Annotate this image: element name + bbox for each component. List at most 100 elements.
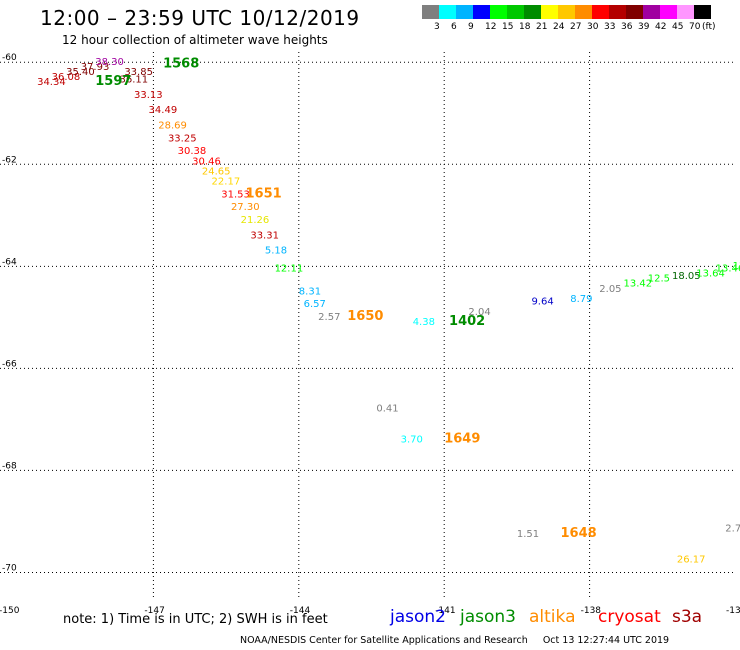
map-title: 12:00 – 23:59 UTC 10/12/2019 xyxy=(40,6,360,30)
color-scale-bar xyxy=(422,5,711,19)
wave-height-value: 30.46 xyxy=(192,156,221,167)
color-swatch xyxy=(609,5,626,19)
color-swatch xyxy=(439,5,456,19)
wave-height-value: 8.79 xyxy=(570,294,592,305)
wave-height-value: 35.40 xyxy=(66,67,95,78)
legend-item-s3a: s3a xyxy=(672,607,703,627)
color-scale-label: 70 xyxy=(689,22,701,32)
color-swatch xyxy=(541,5,558,19)
wave-height-value: 36.11 xyxy=(119,75,148,86)
color-swatch xyxy=(626,5,643,19)
color-scale-label: 45 xyxy=(672,22,684,32)
color-swatch xyxy=(575,5,592,19)
y-tick-label: -70 xyxy=(2,563,17,573)
x-tick-label: -147 xyxy=(144,606,164,616)
wave-height-value: 33.25 xyxy=(168,133,197,144)
wave-height-value: 4.38 xyxy=(413,317,435,328)
pass-number: 1651 xyxy=(245,186,281,201)
wave-height-value: 33.31 xyxy=(250,230,279,241)
footer-note: note: 1) Time is in UTC; 2) SWH is in fe… xyxy=(63,612,328,627)
wave-height-value: 2.72 xyxy=(725,524,740,535)
wave-height-value: 36.08 xyxy=(52,72,81,83)
color-scale-label: 39 xyxy=(638,22,650,32)
wave-height-value: 12.11 xyxy=(275,263,304,274)
x-tick-label: -150 xyxy=(0,606,20,616)
wave-height-value: 8.31 xyxy=(299,286,321,297)
color-swatch xyxy=(643,5,660,19)
color-scale-label: 36 xyxy=(621,22,633,32)
wave-height-value: 28.69 xyxy=(158,121,187,132)
wave-height-value: 1.51 xyxy=(517,529,539,540)
y-tick-label: -66 xyxy=(2,359,17,369)
wave-height-value: 37.93 xyxy=(81,62,110,73)
color-swatch xyxy=(694,5,711,19)
color-scale-label: 42 xyxy=(655,22,667,32)
pass-number: 1402 xyxy=(449,314,485,329)
footer-credit: NOAA/NESDIS Center for Satellite Applica… xyxy=(240,635,669,646)
wave-height-value: 24.65 xyxy=(202,166,231,177)
legend-item-altika: altika xyxy=(529,607,576,627)
wave-height-value: 33.85 xyxy=(124,67,153,78)
color-swatch xyxy=(677,5,694,19)
color-scale-label: 24 xyxy=(553,22,565,32)
legend-item-jason2: jason2 xyxy=(390,607,446,627)
color-scale-label: 12 xyxy=(485,22,497,32)
color-scale-label: 21 xyxy=(536,22,548,32)
legend-item-jason3: jason3 xyxy=(460,607,516,627)
color-swatch xyxy=(490,5,507,19)
color-scale-label: 27 xyxy=(570,22,582,32)
color-scale-label: 18 xyxy=(519,22,531,32)
color-swatch xyxy=(558,5,575,19)
color-scale-label: 33 xyxy=(604,22,616,32)
color-scale-label: (ft) xyxy=(702,22,716,32)
x-tick-label: -138 xyxy=(581,606,602,616)
color-swatch xyxy=(473,5,490,19)
wave-height-value: 30.38 xyxy=(178,146,207,157)
pass-number: 1648 xyxy=(561,526,597,541)
wave-height-value: 34.49 xyxy=(149,105,178,116)
wave-height-value: 13.46 xyxy=(716,263,740,274)
wave-height-value: 12.5 xyxy=(648,274,670,285)
wave-height-value: 2.05 xyxy=(599,284,621,295)
color-swatch xyxy=(456,5,473,19)
color-swatch xyxy=(660,5,677,19)
wave-height-value: 3.70 xyxy=(401,434,423,445)
map-subtitle: 12 hour collection of altimeter wave hei… xyxy=(62,33,328,47)
y-tick-label: -64 xyxy=(2,257,17,267)
color-scale-label: 15 xyxy=(502,22,514,32)
wave-height-value: 0.41 xyxy=(376,404,398,415)
color-swatch xyxy=(592,5,609,19)
credit-text: NOAA/NESDIS Center for Satellite Applica… xyxy=(240,635,528,646)
pass-number: 1650 xyxy=(347,309,383,324)
x-tick-label: -141 xyxy=(435,606,455,616)
wave-height-value: 21.26 xyxy=(241,215,270,226)
wave-height-value: 13.42 xyxy=(624,279,653,290)
wave-height-value: 2.57 xyxy=(318,312,340,323)
wave-height-value: 34.34 xyxy=(37,77,66,88)
wave-height-value: 26.17 xyxy=(677,554,706,565)
color-swatch xyxy=(524,5,541,19)
wave-height-value: 13.64 xyxy=(696,269,725,280)
color-swatch xyxy=(507,5,524,19)
wave-height-value: 9.64 xyxy=(531,297,553,308)
color-scale-labels: 3 6 9 12 15 18 21 24 27 30 33 36 39 42 45 70 (ft) xyxy=(0,22,740,36)
wave-height-value: 31.53 xyxy=(221,189,250,200)
color-scale-label: 3 xyxy=(434,22,440,32)
y-tick-label: -62 xyxy=(2,155,17,165)
pass-number: 1597 xyxy=(95,74,131,89)
credit-timestamp: Oct 13 12:27:44 UTC 2019 xyxy=(542,635,670,646)
pass-number: 1568 xyxy=(163,56,199,71)
wave-height-value: 22.17 xyxy=(212,177,241,188)
wave-height-value: 38.30 xyxy=(95,57,124,68)
color-swatch xyxy=(422,5,439,19)
wave-height-value: 33.13 xyxy=(134,90,163,101)
color-scale-label: 30 xyxy=(587,22,599,32)
pass-number: 1649 xyxy=(444,431,480,446)
x-tick-label: -144 xyxy=(290,606,311,616)
wave-height-value: 13.9 xyxy=(733,261,740,272)
wave-height-value: 18.05 xyxy=(672,271,701,282)
y-tick-label: -68 xyxy=(2,461,17,471)
color-scale-label: 9 xyxy=(468,22,474,32)
legend-item-cryosat: cryosat xyxy=(598,607,661,627)
